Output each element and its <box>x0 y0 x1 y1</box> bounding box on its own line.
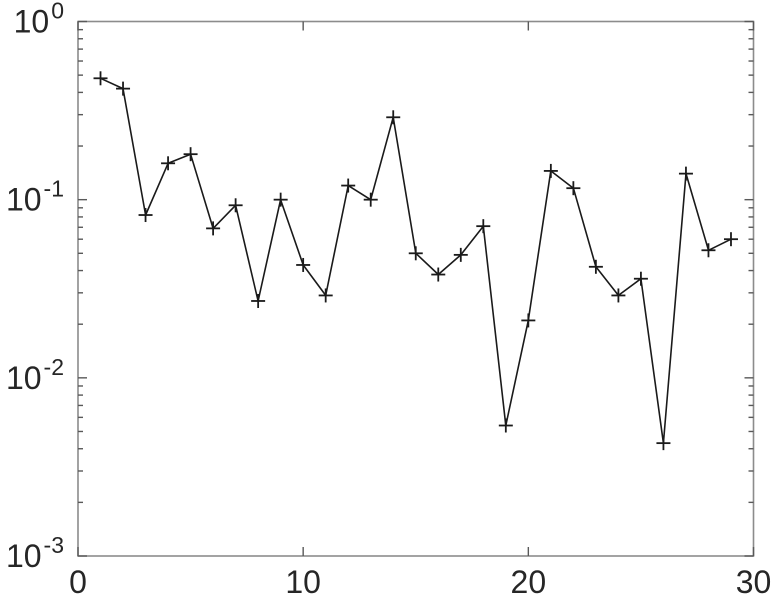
data-point-marker <box>678 166 693 181</box>
data-point-marker <box>296 257 311 272</box>
data-point-marker <box>116 81 131 96</box>
data-point-marker <box>341 178 356 193</box>
x-tick-label: 20 <box>511 564 547 600</box>
y-tick-label-exponent: -2 <box>44 354 64 380</box>
y-tick-label-base: 10 <box>6 360 42 396</box>
axes-box <box>77 20 755 557</box>
y-tick-label: 10-1 <box>6 176 64 218</box>
data-point-marker <box>363 192 378 207</box>
y-tick-label-base: 10 <box>6 538 42 574</box>
data-point-marker <box>566 181 581 196</box>
y-tick-label-exponent: -1 <box>44 176 64 202</box>
data-point-marker <box>408 246 423 261</box>
data-point-marker <box>273 192 288 207</box>
data-point-marker <box>228 198 243 213</box>
data-point-marker <box>476 219 491 234</box>
data-point-marker <box>386 110 401 125</box>
y-tick-label-exponent: -3 <box>44 532 64 558</box>
data-point-marker <box>521 313 536 328</box>
y-tick-label-base: 10 <box>6 182 42 218</box>
data-point-marker <box>206 221 221 236</box>
y-tick-label-base: 10 <box>14 4 50 40</box>
data-point-marker <box>498 418 513 433</box>
data-series-line <box>100 77 732 444</box>
y-tick-label: 10-2 <box>6 354 64 396</box>
data-point-marker <box>543 163 558 178</box>
data-point-marker <box>656 436 671 451</box>
data-point-marker <box>723 232 738 247</box>
y-tick-label: 10-3 <box>6 532 64 574</box>
x-tick-label: 10 <box>285 564 321 600</box>
data-point-marker <box>588 259 603 274</box>
data-point-marker <box>93 71 108 86</box>
data-point-marker <box>633 271 648 286</box>
data-point-marker <box>431 267 446 282</box>
data-point-marker <box>318 288 333 303</box>
data-point-marker <box>138 208 153 223</box>
data-point-marker <box>161 156 176 171</box>
y-tick-label: 100 <box>14 0 64 40</box>
data-point-marker <box>251 293 266 308</box>
data-point-marker <box>183 147 198 162</box>
data-point-marker <box>701 243 716 258</box>
data-point-marker <box>611 288 626 303</box>
data-point-marker <box>453 247 468 262</box>
x-tick-label: 0 <box>69 564 87 600</box>
y-tick-label-exponent: 0 <box>51 0 64 24</box>
x-tick-label: 30 <box>736 564 772 600</box>
